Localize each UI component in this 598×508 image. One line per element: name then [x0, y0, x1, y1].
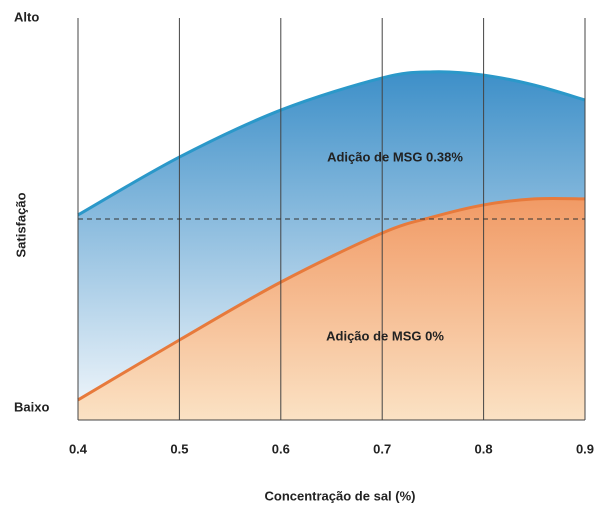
y-tick-label: Alto [14, 9, 39, 24]
series-label: Adição de MSG 0% [326, 328, 444, 343]
x-tick-label: 0.4 [69, 441, 88, 456]
area [78, 198, 585, 420]
x-tick-label: 0.9 [576, 441, 594, 456]
x-tick-label: 0.8 [475, 441, 493, 456]
y-tick-label: Baixo [14, 399, 49, 414]
series-label: Adição de MSG 0.38% [327, 149, 463, 164]
y-axis-title: Satisfação [13, 192, 28, 257]
x-axis-title: Concentração de sal (%) [265, 488, 416, 503]
x-tick-label: 0.5 [170, 441, 188, 456]
x-tick-label: 0.7 [373, 441, 391, 456]
x-tick-label: 0.6 [272, 441, 290, 456]
